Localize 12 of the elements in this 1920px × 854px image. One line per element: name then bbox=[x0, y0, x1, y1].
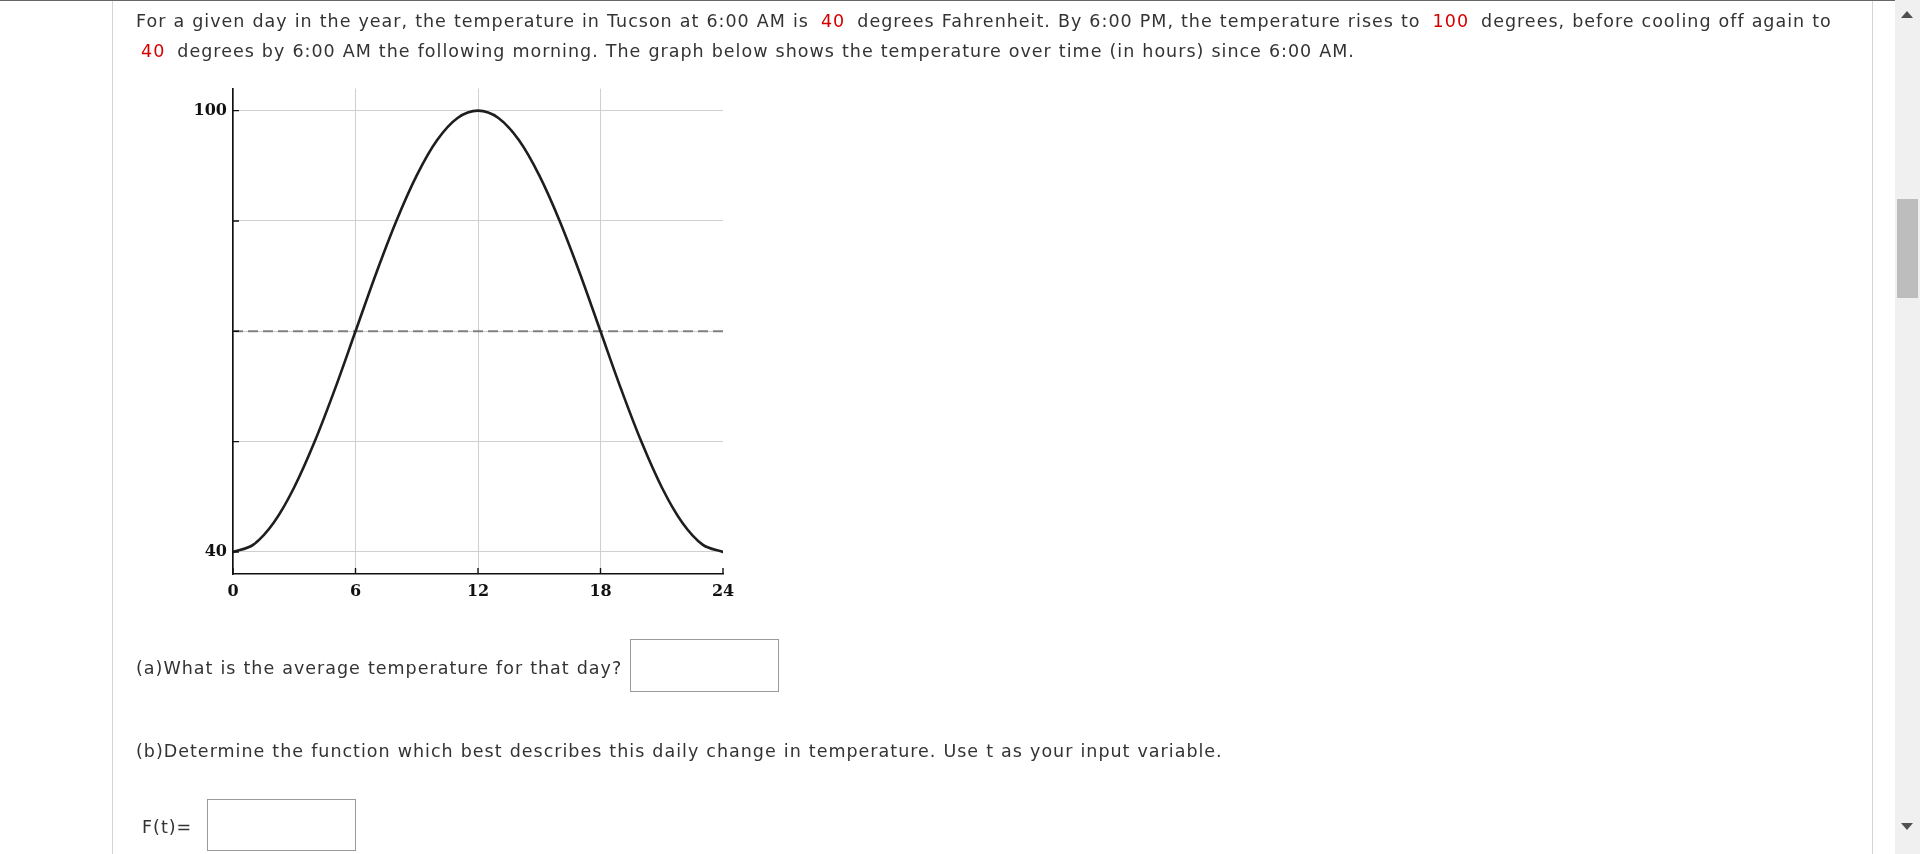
text: (b)Determine the function which best describes this daily change in temperature. Use t as your input variable. bbox=[136, 740, 1223, 763]
x-tick-label: 0 bbox=[227, 580, 239, 600]
text: F(t)= bbox=[142, 816, 193, 839]
line-series bbox=[233, 109, 723, 554]
x-tick-label: 18 bbox=[589, 580, 612, 600]
x-tick-label: 6 bbox=[349, 580, 362, 600]
x-tick-label: 12 bbox=[466, 580, 490, 600]
x-tick-label: 24 bbox=[711, 580, 735, 600]
y-tick-label: 100 bbox=[193, 99, 227, 119]
chart-title: For a given day in the year, the temperature in Tucson at 6:00 AM is 40 degrees Fahrenheit. By 6:00 PM, the temperature rises to 100 degrees, before cooling off again to 40 degrees by 6:00 AM the following morning. The graph below shows the temperature over time (in hours) since 6:00 AM. bbox=[136, 11, 1832, 61]
y-tick-label: 40 bbox=[204, 541, 227, 561]
text: (a)What is the average temperature for that day? bbox=[136, 657, 623, 680]
